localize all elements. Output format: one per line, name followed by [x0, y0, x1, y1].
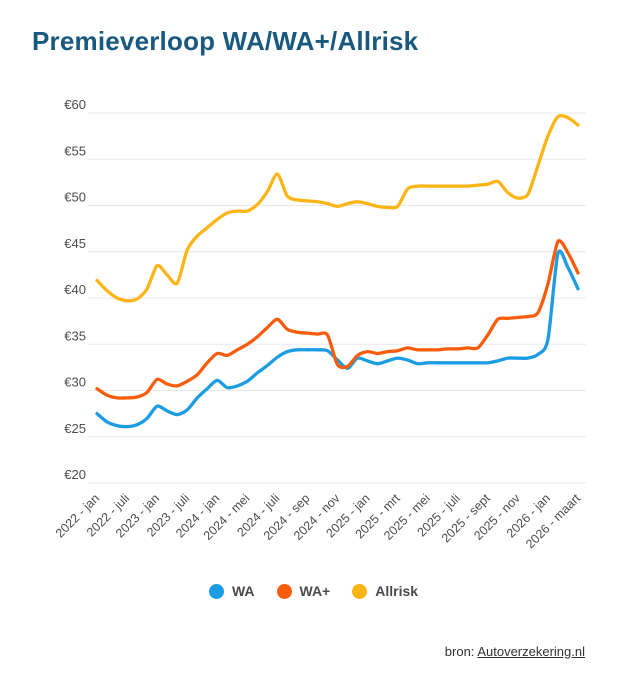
legend-item-wa[interactable]: WA — [208, 583, 255, 599]
series-line-wa-plus — [95, 239, 580, 400]
series-line-allrisk — [95, 113, 580, 303]
allrisk-dot-icon — [352, 583, 368, 599]
source-note: bron: Autoverzekering.nl — [445, 644, 585, 659]
y-tick-label: €50 — [64, 190, 86, 205]
y-tick-label: €20 — [64, 467, 86, 482]
y-tick-label: €25 — [64, 421, 86, 436]
legend-item-allrisk[interactable]: Allrisk — [352, 583, 418, 599]
y-axis-labels: €60 €55 €50 €45 €40 €35 €30 €25 €20 — [64, 97, 86, 482]
y-tick-label: €30 — [64, 375, 86, 390]
y-gridlines — [88, 112, 586, 484]
source-prefix: bron: — [444, 644, 475, 659]
y-tick-label: €55 — [64, 143, 86, 158]
legend-label-wa-plus: WA+ — [299, 583, 331, 599]
chart-legend: WA WA+ Allrisk — [0, 583, 627, 599]
legend-item-wa-plus[interactable]: WA+ — [276, 583, 331, 599]
page-title: Premieverloop WA/WA+/Allrisk — [32, 26, 419, 56]
series-line-wa — [95, 249, 580, 429]
premie-line-chart: €60 €55 €50 €45 €40 €35 €30 €25 €20 2022 - jan202… — [53, 97, 586, 552]
y-tick-label: €45 — [64, 236, 86, 251]
wa-plus-dot-icon — [276, 583, 292, 599]
legend-label-wa: WA — [231, 583, 255, 599]
wa-dot-icon — [208, 583, 224, 599]
y-tick-label: €40 — [64, 282, 86, 297]
y-tick-label: €35 — [64, 328, 86, 343]
source-link[interactable]: Autoverzekering.nl — [477, 644, 585, 659]
legend-label-allrisk: Allrisk — [375, 583, 419, 599]
y-tick-label: €60 — [64, 97, 86, 112]
